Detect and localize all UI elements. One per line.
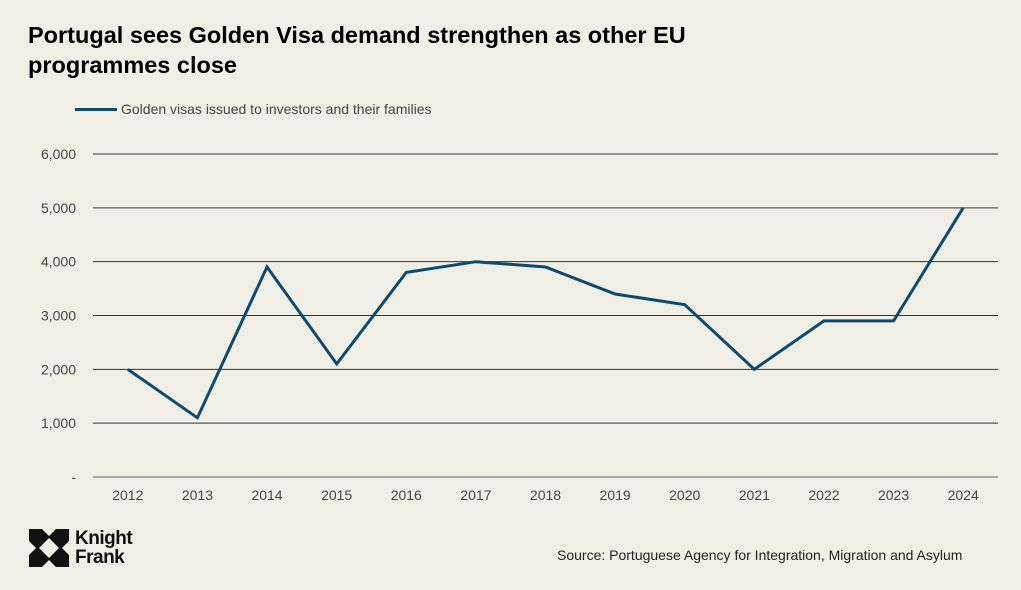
chart-title: Portugal sees Golden Visa demand strengt… — [28, 22, 686, 78]
y-tick-label: 1,000 — [41, 415, 76, 431]
knight-frank-logo: Knight Frank — [29, 528, 133, 568]
y-tick-label: 3,000 — [41, 308, 76, 324]
x-tick-label: 2017 — [460, 487, 491, 503]
source-note: Source: Portuguese Agency for Integratio… — [557, 547, 963, 563]
legend-label: Golden visas issued to investors and the… — [121, 101, 432, 117]
x-tick-label: 2023 — [878, 487, 909, 503]
x-tick-label: 2021 — [739, 487, 770, 503]
x-tick-label: 2016 — [391, 487, 422, 503]
gridlines — [93, 153, 998, 478]
x-tick-label: 2020 — [669, 487, 700, 503]
legend-swatch — [75, 107, 117, 111]
y-tick-label: 2,000 — [41, 361, 76, 377]
y-tick-label: 5,000 — [41, 200, 76, 216]
x-tick-label: 2012 — [112, 487, 143, 503]
y-tick-label: 6,000 — [41, 146, 76, 162]
x-tick-label: 2014 — [251, 487, 282, 503]
x-tick-label: 2022 — [808, 487, 839, 503]
y-axis-ticks: - 1,000 2,000 3,000 4,000 5,000 6,000 — [41, 146, 76, 485]
x-tick-label: 2013 — [182, 487, 213, 503]
series-line — [126, 207, 965, 421]
legend: Golden visas issued to investors and the… — [75, 101, 431, 117]
y-tick-label: - — [71, 469, 76, 485]
logo-mark-icon — [29, 529, 69, 567]
series-layer — [126, 207, 965, 421]
logo-line-2: Frank — [75, 547, 125, 568]
y-tick-label: 4,000 — [41, 254, 76, 270]
x-tick-label: 2018 — [530, 487, 561, 503]
logo-line-1: Knight — [75, 528, 133, 549]
x-tick-label: 2019 — [600, 487, 631, 503]
x-axis-ticks: 2012 2013 2014 2015 2016 2017 2018 2019 2020 2021… — [112, 487, 979, 503]
x-tick-label: 2024 — [948, 487, 979, 503]
x-tick-label: 2015 — [321, 487, 352, 503]
